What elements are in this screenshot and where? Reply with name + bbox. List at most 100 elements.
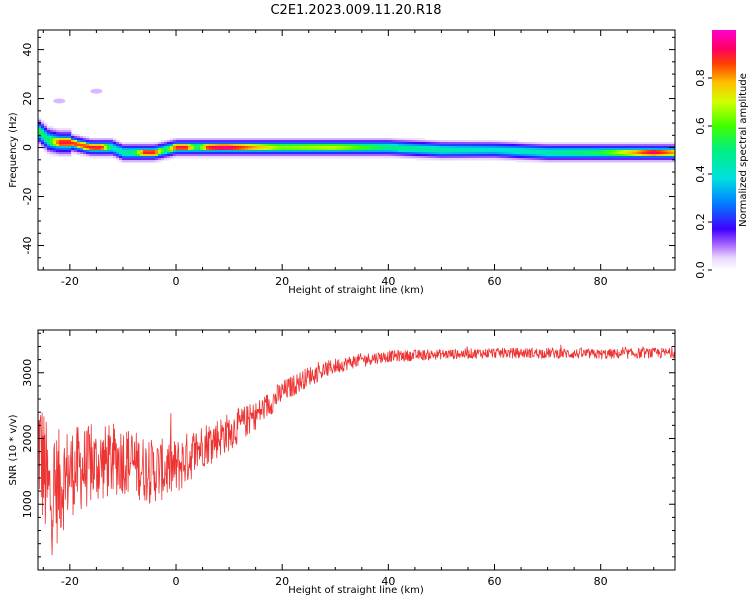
heatmap-cell	[551, 146, 555, 149]
heatmap-cell	[404, 154, 408, 157]
heatmap-cell	[425, 150, 429, 153]
heatmap-cell	[335, 140, 339, 143]
heatmap-cell	[554, 158, 558, 161]
heatmap-cell	[407, 142, 411, 145]
heatmap-cell	[401, 152, 405, 155]
heatmap-cell	[170, 146, 174, 149]
heatmap-cell	[257, 156, 261, 159]
heatmap-cell	[101, 154, 105, 157]
heatmap-cell	[332, 152, 336, 155]
heatmap-cell	[230, 148, 234, 151]
heatmap-cell	[518, 150, 522, 153]
heatmap-cell	[431, 152, 435, 155]
heatmap-cell	[563, 144, 567, 147]
heatmap-cell	[458, 152, 462, 155]
heatmap-cell	[110, 138, 114, 141]
heatmap-cell	[308, 152, 312, 155]
heatmap-cell	[416, 158, 420, 161]
heatmap-cell	[647, 158, 651, 161]
heatmap-cell	[71, 146, 75, 149]
heatmap-cell	[644, 160, 648, 163]
heatmap-cell	[668, 154, 672, 157]
heatmap-cell	[233, 156, 237, 159]
heatmap-cell	[206, 144, 210, 147]
heatmap-cell	[62, 128, 66, 131]
heatmap-cell	[641, 148, 645, 151]
heatmap-cell	[617, 154, 621, 157]
heatmap-cell	[593, 160, 597, 163]
heatmap-cell	[41, 140, 45, 143]
heatmap-cell	[587, 142, 591, 145]
heatmap-cell	[620, 146, 624, 149]
heatmap-cell	[164, 144, 168, 147]
heatmap-cell	[281, 142, 285, 145]
heatmap-cell	[227, 140, 231, 143]
heatmap-cell	[233, 140, 237, 143]
heatmap-cell	[341, 156, 345, 159]
heatmap-cell	[266, 154, 270, 157]
heatmap-cell	[203, 144, 207, 147]
heatmap-cell	[587, 150, 591, 153]
heatmap-cell	[98, 138, 102, 141]
heatmap-cell	[554, 144, 558, 147]
heatmap-cell	[230, 142, 234, 145]
heatmap-cell	[233, 150, 237, 153]
heatmap-cell	[467, 144, 471, 147]
heatmap-cell	[512, 154, 516, 157]
heatmap-cell	[614, 146, 618, 149]
heatmap-cell	[80, 138, 84, 141]
heatmap-cell	[521, 160, 525, 163]
heatmap-cell	[341, 150, 345, 153]
heatmap-cell	[521, 150, 525, 153]
heatmap-cell	[53, 154, 57, 157]
heatmap-cell	[128, 144, 132, 147]
heatmap-cell	[335, 154, 339, 157]
heatmap-cell	[500, 150, 504, 153]
heatmap-cell	[68, 150, 72, 153]
heatmap-cell	[125, 146, 129, 149]
heatmap-cell	[542, 144, 546, 147]
heatmap-cell	[128, 160, 132, 163]
heatmap-cell	[323, 138, 327, 141]
heatmap-cell	[608, 158, 612, 161]
heatmap-cell	[359, 152, 363, 155]
heatmap-cell	[149, 156, 153, 159]
heatmap-cell	[392, 154, 396, 157]
heatmap-cell	[248, 150, 252, 153]
heatmap-cell	[575, 146, 579, 149]
heatmap-cell	[458, 146, 462, 149]
heatmap-cell	[575, 152, 579, 155]
heatmap-cell	[125, 142, 129, 145]
heatmap-cell	[140, 148, 144, 151]
heatmap-cell	[440, 154, 444, 157]
heatmap-cell	[329, 150, 333, 153]
heatmap-cell	[197, 140, 201, 143]
heatmap-cell	[617, 152, 621, 155]
heatmap-cell	[47, 138, 51, 141]
heatmap-cell	[272, 150, 276, 153]
spectrogram-heatmap	[38, 88, 675, 163]
heatmap-cell	[584, 154, 588, 157]
heatmap-cell	[593, 150, 597, 153]
heatmap-cell	[641, 156, 645, 159]
heatmap-cell	[494, 158, 498, 161]
heatmap-cell	[278, 142, 282, 145]
heatmap-cell	[314, 146, 318, 149]
heatmap-cell	[308, 154, 312, 157]
heatmap-cell	[269, 150, 273, 153]
heatmap-cell	[305, 138, 309, 141]
heatmap-cell	[62, 130, 66, 133]
heatmap-cell	[281, 152, 285, 155]
y-tick-label: -20	[21, 188, 34, 206]
heatmap-cell	[563, 142, 567, 145]
heatmap-cell	[377, 148, 381, 151]
heatmap-cell	[134, 160, 138, 163]
heatmap-cell	[524, 156, 528, 159]
heatmap-cell	[38, 130, 42, 133]
heatmap-cell	[179, 142, 183, 145]
heatmap-cell	[53, 150, 57, 153]
heatmap-cell	[407, 154, 411, 157]
heatmap-cell	[539, 156, 543, 159]
heatmap-cell	[443, 150, 447, 153]
heatmap-cell	[299, 154, 303, 157]
